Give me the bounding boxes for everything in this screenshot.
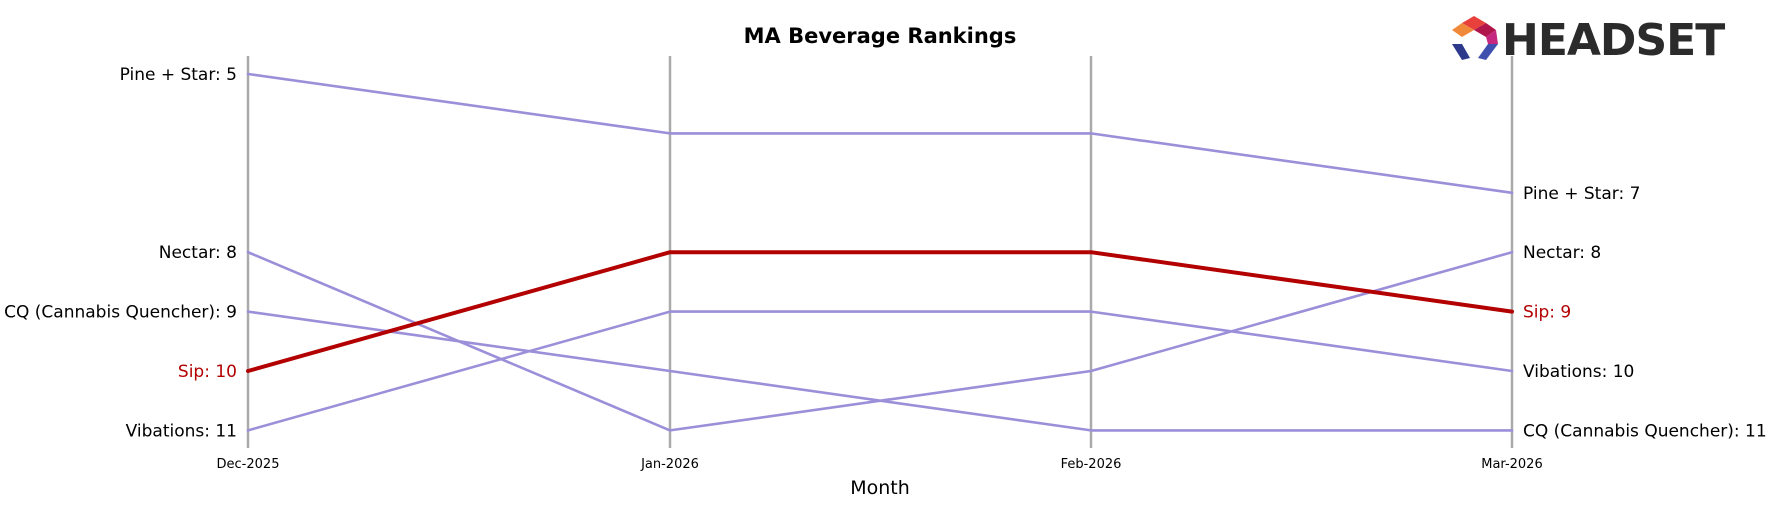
- logo-facet: [1452, 23, 1474, 37]
- end-label-cq-cannabis-quencher: CQ (Cannabis Quencher): 11: [1523, 421, 1767, 441]
- end-label-nectar: Nectar: 8: [1523, 243, 1601, 263]
- start-label-vibations: Vibations: 11: [126, 421, 237, 441]
- headset-logo-icon: [1452, 16, 1498, 60]
- x-tick-dec-2025: Dec-2025: [217, 457, 280, 472]
- logo-facet: [1474, 23, 1496, 37]
- series-line-cq-cannabis-quencher: [246, 310, 1514, 432]
- x-axis-label: Month: [850, 477, 910, 499]
- end-label-sip: Sip: 9: [1523, 303, 1571, 323]
- series-line-pine-star: [246, 72, 1514, 195]
- series-line-vibations: [246, 310, 1514, 432]
- logo-facet: [1478, 44, 1498, 60]
- chart-title: MA Beverage Rankings: [744, 24, 1017, 48]
- x-tick-jan-2026: Jan-2026: [640, 457, 699, 472]
- x-tick-feb-2026: Feb-2026: [1061, 457, 1122, 472]
- end-label-vibations: Vibations: 10: [1523, 362, 1634, 382]
- start-label-sip: Sip: 10: [178, 362, 237, 382]
- x-tick-labels: Dec-2025 Jan-2026 Feb-2026 Mar-2026: [217, 457, 1543, 472]
- logo-facet: [1486, 30, 1498, 44]
- series-line-nectar: [246, 250, 1514, 432]
- series-labels: Pine + Star: 5 Pine + Star: 7 Nectar: 8 Nec…: [4, 65, 1767, 441]
- start-label-nectar: Nectar: 8: [159, 243, 237, 263]
- series-line-sip: [246, 250, 1514, 373]
- start-label-cq-cannabis-quencher: CQ (Cannabis Quencher): 9: [4, 303, 237, 323]
- logo-facet: [1452, 44, 1470, 60]
- start-label-pine-star: Pine + Star: 5: [120, 65, 237, 85]
- headset-logo-text: HEADSET: [1502, 15, 1725, 66]
- end-label-pine-star: Pine + Star: 7: [1523, 184, 1640, 204]
- headset-logo: HEADSET: [1452, 15, 1726, 66]
- x-tick-mar-2026: Mar-2026: [1481, 457, 1542, 472]
- series-lines: [246, 72, 1514, 432]
